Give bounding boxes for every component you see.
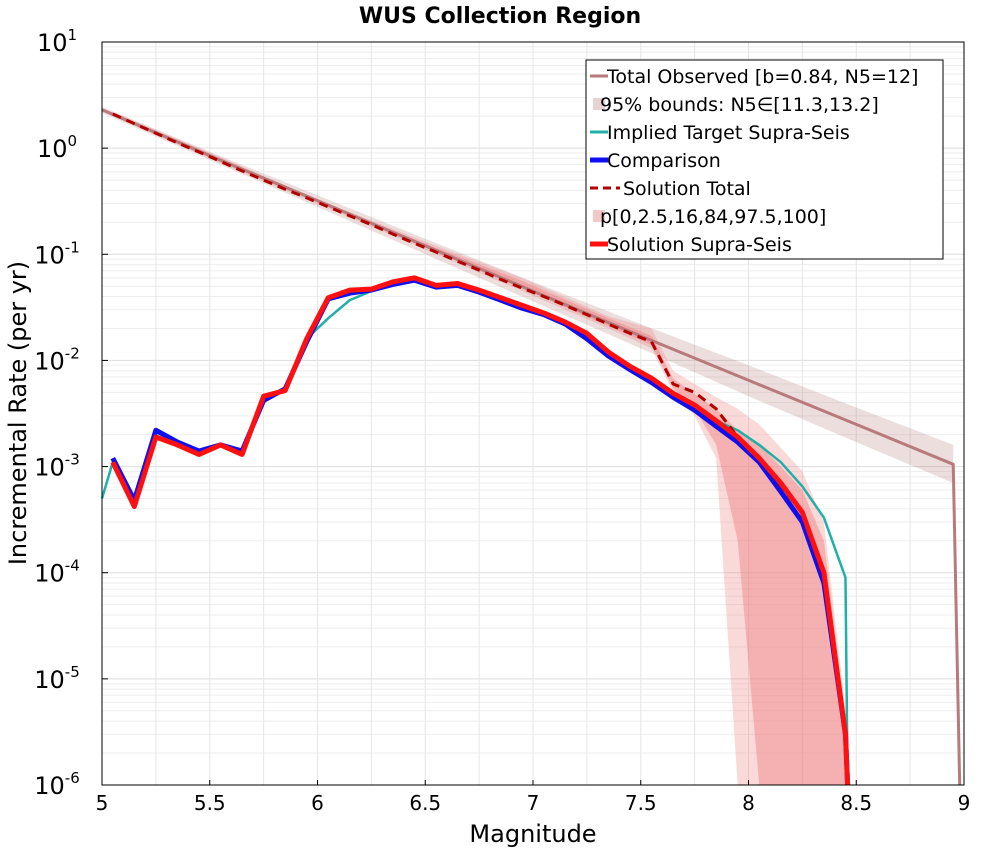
legend-label: Comparison xyxy=(607,150,721,172)
x-axis-ticks: 5 5.5 6 6.5 7 7.5 8 8.5 9 xyxy=(96,780,971,815)
series-lines xyxy=(100,108,962,786)
chart-title: WUS Collection Region xyxy=(359,4,641,29)
legend: Total Observed [b=0.84, N5=12] 95% bounds… xyxy=(585,59,944,260)
x-tick-label: 7.5 xyxy=(625,791,657,815)
legend-item: 95% bounds: N5∈[11.3,13.2] xyxy=(593,94,879,116)
y-tick-label: 101 xyxy=(37,26,77,57)
y-tick-label: 10-1 xyxy=(34,238,80,269)
legend-box xyxy=(585,59,944,260)
x-axis-label: Magnitude xyxy=(469,820,596,848)
grid xyxy=(101,42,965,786)
legend-label: Solution Total xyxy=(623,178,751,200)
y-tick-label: 10-6 xyxy=(34,769,80,800)
legend-label: Implied Target Supra-Seis xyxy=(607,122,850,144)
legend-item: Solution Supra-Seis xyxy=(590,234,792,256)
legend-swatch xyxy=(593,98,605,110)
legend-item: Solution Total xyxy=(590,178,751,200)
legend-label: p[0,2.5,16,84,97.5,100] xyxy=(600,206,826,228)
x-tick-label: 6 xyxy=(311,791,324,815)
x-tick-label: 7 xyxy=(527,791,540,815)
y-axis-ticks: 101 100 10-1 10-2 10-3 10-4 10-5 10-6 xyxy=(34,26,108,800)
x-tick-label: 8.5 xyxy=(840,791,872,815)
y-tick-label: 10-5 xyxy=(34,663,80,694)
x-tick-label: 9 xyxy=(958,791,971,815)
legend-label: Total Observed [b=0.84, N5=12] xyxy=(606,66,918,88)
y-axis-label: Incremental Rate (per yr) xyxy=(4,261,32,565)
x-tick-label: 6.5 xyxy=(409,791,441,815)
x-tick-label: 5.5 xyxy=(194,791,226,815)
legend-label: 95% bounds: N5∈[11.3,13.2] xyxy=(600,94,879,116)
y-tick-label: 10-3 xyxy=(34,451,80,482)
y-tick-label: 10-4 xyxy=(34,557,80,588)
y-tick-label: 100 xyxy=(37,132,77,163)
legend-item: p[0,2.5,16,84,97.5,100] xyxy=(593,206,826,228)
solution-percentile-band xyxy=(112,112,846,786)
legend-label: Solution Supra-Seis xyxy=(607,234,792,256)
y-tick-label: 10-2 xyxy=(34,344,80,375)
x-tick-label: 8 xyxy=(742,791,755,815)
legend-item: Total Observed [b=0.84, N5=12] xyxy=(590,66,918,88)
legend-item: Comparison xyxy=(590,150,721,172)
solution-supra-seis-line xyxy=(110,275,851,786)
legend-item: Implied Target Supra-Seis xyxy=(590,122,850,144)
x-tick-label: 5 xyxy=(96,791,109,815)
solution-percentile-band xyxy=(112,111,846,786)
legend-swatch xyxy=(593,210,605,222)
